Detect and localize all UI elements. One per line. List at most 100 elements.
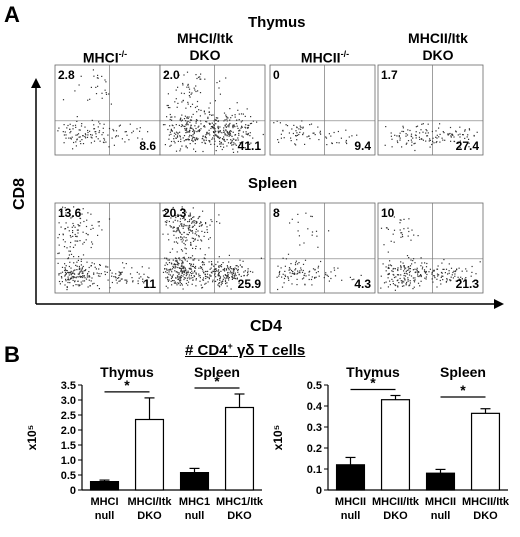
event-dot	[217, 135, 219, 137]
event-dot	[65, 280, 67, 282]
event-dot	[216, 145, 218, 147]
event-dot	[413, 281, 416, 283]
event-dot	[305, 212, 307, 214]
event-dot	[189, 219, 191, 221]
event-dot	[173, 241, 175, 243]
event-dot	[202, 210, 204, 212]
event-dot	[422, 266, 424, 268]
event-dot	[420, 274, 422, 276]
event-dot	[453, 136, 455, 138]
event-dot	[287, 253, 290, 255]
event-dot	[82, 143, 85, 145]
event-dot	[75, 284, 77, 286]
event-dot	[400, 236, 402, 238]
event-dot	[233, 269, 235, 271]
event-dot	[415, 137, 417, 139]
event-dot	[345, 141, 347, 143]
event-dot	[330, 277, 332, 280]
group-label: Thymus	[100, 364, 154, 380]
event-dot	[228, 133, 230, 135]
event-dot	[415, 131, 417, 133]
event-dot	[296, 134, 299, 136]
event-dot	[311, 231, 314, 233]
event-dot	[210, 261, 213, 263]
event-dot	[57, 252, 59, 255]
event-dot	[222, 138, 224, 140]
event-dot	[231, 140, 233, 142]
event-dot	[168, 138, 170, 140]
event-dot	[182, 227, 184, 229]
event-dot	[171, 284, 173, 286]
event-dot	[420, 274, 422, 277]
event-dot	[178, 278, 180, 280]
event-dot	[190, 243, 192, 245]
event-dot	[215, 276, 217, 278]
quadrant-value-lower-right: 9.4	[354, 139, 371, 153]
event-dot	[188, 131, 190, 133]
event-dot	[164, 221, 166, 223]
event-dot	[389, 284, 391, 286]
event-dot	[72, 279, 74, 281]
event-dot	[296, 126, 298, 128]
event-dot	[468, 128, 470, 130]
event-dot	[175, 237, 177, 239]
category-label-line1: MHC1	[179, 496, 210, 508]
event-dot	[68, 137, 70, 139]
event-dot	[162, 271, 165, 273]
event-dot	[231, 278, 233, 280]
event-dot	[224, 274, 226, 276]
event-dot	[179, 119, 181, 121]
event-dot	[409, 129, 411, 132]
event-dot	[225, 274, 227, 276]
event-dot	[178, 257, 180, 259]
event-dot	[458, 267, 460, 269]
event-dot	[402, 262, 404, 264]
event-dot	[187, 103, 189, 105]
event-dot	[177, 276, 179, 278]
event-dot	[204, 283, 206, 285]
event-dot	[399, 137, 401, 139]
event-dot	[406, 273, 408, 275]
event-dot	[194, 220, 196, 222]
event-dot	[208, 140, 210, 142]
event-dot	[410, 259, 412, 261]
event-dot	[67, 124, 69, 127]
event-dot	[79, 275, 81, 277]
event-dot	[198, 216, 200, 218]
event-dot	[137, 280, 139, 282]
event-dot	[226, 139, 228, 141]
event-dot	[172, 274, 174, 276]
event-dot	[293, 272, 296, 274]
event-dot	[105, 81, 107, 83]
event-dot	[247, 270, 249, 272]
event-dot	[171, 275, 173, 277]
event-dot	[229, 119, 231, 121]
event-dot	[87, 272, 89, 275]
event-dot	[120, 278, 122, 280]
event-dot	[223, 127, 225, 129]
event-dot	[177, 272, 179, 274]
event-dot	[295, 144, 297, 146]
event-dot	[82, 208, 84, 210]
event-dot	[199, 266, 202, 268]
event-dot	[431, 143, 433, 146]
event-dot	[191, 92, 193, 94]
event-dot	[215, 119, 218, 121]
event-dot	[200, 123, 202, 125]
event-dot	[85, 134, 87, 136]
event-dot	[185, 275, 187, 277]
event-dot	[217, 130, 219, 132]
event-dot	[58, 233, 60, 236]
event-dot	[401, 281, 403, 283]
event-dot	[188, 220, 190, 223]
event-dot	[296, 132, 298, 134]
event-dot	[406, 269, 408, 271]
event-dot	[178, 229, 180, 231]
event-dot	[212, 125, 214, 128]
event-dot	[184, 247, 186, 249]
event-dot	[421, 262, 423, 264]
thymus-title: Thymus	[248, 14, 306, 31]
event-dot	[85, 239, 87, 241]
event-dot	[290, 269, 293, 272]
event-dot	[177, 264, 179, 266]
